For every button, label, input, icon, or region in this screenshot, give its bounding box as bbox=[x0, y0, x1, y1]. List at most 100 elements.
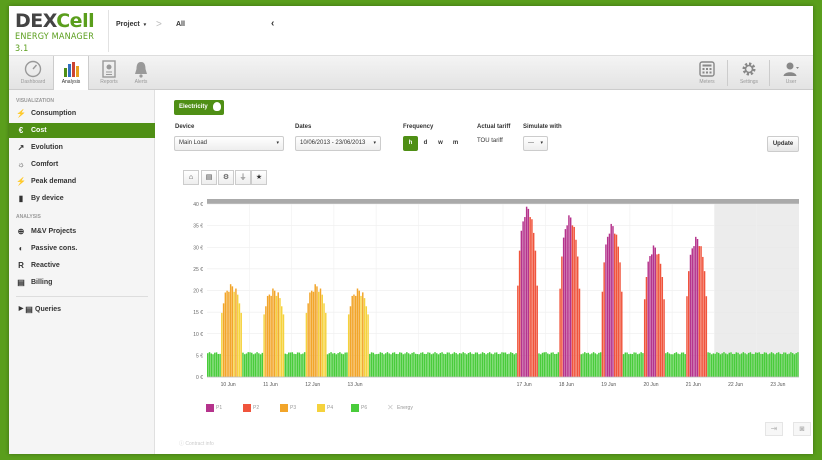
logo[interactable]: DEXCell ENERGY MANAGER 3.1 bbox=[15, 12, 110, 55]
sidebar-item-mv-projects[interactable]: ⊕ M&V Projects bbox=[9, 224, 155, 239]
reports-button[interactable]: Reports bbox=[91, 59, 127, 87]
cost-bar bbox=[598, 352, 600, 377]
meters-button[interactable]: Meters bbox=[689, 59, 725, 87]
cost-bar bbox=[680, 352, 683, 377]
cost-bar bbox=[788, 353, 790, 377]
cost-bar bbox=[379, 352, 382, 377]
settings-button[interactable]: Settings bbox=[731, 59, 767, 87]
cost-bar bbox=[564, 229, 567, 377]
y-tick-label: 15 € bbox=[193, 310, 203, 316]
update-button[interactable]: Update bbox=[767, 136, 799, 152]
cost-bar bbox=[339, 352, 341, 377]
cost-bar bbox=[344, 352, 346, 377]
cost-bar bbox=[659, 263, 662, 377]
legend-p3[interactable]: P3 bbox=[280, 404, 296, 412]
sidebar-item-peak-demand[interactable]: ⚡ Peak demand bbox=[9, 174, 155, 189]
cost-bar bbox=[622, 354, 625, 377]
cost-bar bbox=[673, 353, 676, 377]
cost-bar bbox=[606, 236, 609, 377]
cost-bar bbox=[291, 352, 294, 377]
back-icon[interactable]: ‹ bbox=[271, 18, 275, 29]
cost-bar bbox=[695, 236, 697, 377]
cost-bar bbox=[587, 352, 590, 377]
y-tick-label: 20 € bbox=[193, 289, 203, 295]
cost-bar bbox=[601, 291, 604, 377]
sidebar-item-reactive[interactable]: R Reactive bbox=[9, 258, 155, 273]
device-bars-icon: ▮ bbox=[18, 194, 24, 203]
simulate-select[interactable]: --- ▾ bbox=[523, 136, 548, 151]
settings-label: Settings bbox=[739, 79, 759, 85]
electricity-button[interactable]: Electricity bbox=[174, 100, 224, 115]
cost-bar bbox=[793, 354, 796, 377]
section-analysis: ANALYSIS bbox=[16, 214, 41, 220]
cost-bar bbox=[462, 352, 464, 377]
device-select[interactable]: Main Load ▾ bbox=[174, 136, 284, 151]
cost-bar bbox=[310, 290, 313, 377]
cost-bar bbox=[411, 352, 413, 377]
sidebar-item-evolution[interactable]: ↗ Evolution bbox=[9, 140, 155, 155]
bar-chart-icon bbox=[64, 62, 79, 77]
project-selector[interactable]: Project ▾ bbox=[116, 21, 147, 28]
analysis-button[interactable]: Analysis bbox=[53, 56, 89, 90]
dashboard-button[interactable]: Dashboard bbox=[15, 59, 51, 87]
cost-bar bbox=[712, 353, 715, 377]
cost-bar bbox=[663, 299, 665, 377]
star-icon[interactable]: ★ bbox=[251, 170, 267, 185]
legend-p6[interactable]: P6 bbox=[351, 404, 367, 412]
alerts-button[interactable]: Alerts bbox=[123, 59, 159, 87]
cost-bar bbox=[457, 354, 459, 377]
x-tick-label: 12 Jun bbox=[305, 382, 320, 388]
cost-bar bbox=[679, 354, 681, 377]
legend-p2[interactable]: P2 bbox=[243, 404, 259, 412]
sidebar-item-passive-cons[interactable]: ◐ Passive cons. bbox=[9, 241, 155, 256]
user-button[interactable]: User bbox=[773, 59, 809, 87]
export-icon[interactable]: ⇥ bbox=[765, 422, 783, 436]
cost-bar bbox=[751, 353, 753, 377]
contract-info-link[interactable]: ⓘ Contract info bbox=[179, 441, 214, 447]
sidebar-item-by-device[interactable]: ▮ By device bbox=[9, 191, 155, 206]
cost-bar bbox=[654, 247, 656, 377]
cost-bar bbox=[753, 354, 755, 377]
camera-icon[interactable]: ◙ bbox=[793, 422, 811, 436]
breadcrumb-all[interactable]: All bbox=[176, 21, 185, 28]
cost-bar bbox=[552, 352, 554, 377]
frequency-week[interactable]: w bbox=[433, 136, 448, 151]
cost-bar bbox=[427, 352, 429, 377]
legend-energy[interactable]: ✕ Energy bbox=[387, 403, 413, 412]
x-tick-label: 13 Jun bbox=[347, 382, 362, 388]
sidebar-item-cost[interactable]: € Cost bbox=[9, 123, 155, 138]
cost-bar bbox=[370, 352, 373, 377]
sidebar-item-queries[interactable]: ▶ ▤ Queries bbox=[9, 302, 155, 317]
cost-bar bbox=[492, 354, 494, 377]
frequency-hour[interactable]: h bbox=[403, 136, 418, 151]
cost-bar bbox=[451, 353, 454, 377]
users-icon[interactable]: ⚙ bbox=[218, 170, 234, 185]
cost-bar bbox=[397, 353, 399, 377]
frequency-day[interactable]: d bbox=[418, 136, 433, 151]
building-icon[interactable]: ⌂ bbox=[183, 170, 199, 185]
bulb-icon bbox=[212, 102, 221, 111]
cost-bar bbox=[733, 353, 736, 377]
cost-bar bbox=[665, 353, 667, 377]
cost-bar bbox=[520, 230, 523, 377]
sidebar-item-consumption[interactable]: ⚡ Consumption bbox=[9, 106, 155, 121]
devices-icon[interactable]: ▤ bbox=[201, 170, 217, 185]
dates-picker[interactable]: 10/06/2013 - 23/06/2013 ▾ bbox=[295, 136, 381, 151]
sidebar-item-billing[interactable]: ▤ Billing bbox=[9, 275, 155, 290]
sidebar-item-comfort[interactable]: ☼ Comfort bbox=[9, 157, 155, 172]
cost-bar bbox=[763, 352, 766, 377]
cost-bar bbox=[612, 226, 614, 377]
cost-bar bbox=[511, 352, 514, 377]
legend-p1[interactable]: P1 bbox=[206, 404, 222, 412]
close-icon: ✕ bbox=[387, 403, 395, 412]
cost-bar bbox=[284, 353, 286, 377]
legend-p4[interactable]: P4 bbox=[317, 404, 333, 412]
cost-bar bbox=[494, 352, 496, 377]
x-tick-label: 19 Jun bbox=[601, 382, 616, 388]
cost-bar bbox=[732, 353, 734, 377]
cost-bar bbox=[582, 353, 584, 377]
x-tick-label: 23 Jun bbox=[770, 382, 785, 388]
chevron-down-icon: ▾ bbox=[540, 140, 543, 146]
frequency-month[interactable]: m bbox=[448, 136, 463, 151]
plug-icon[interactable]: ⏚ bbox=[235, 170, 251, 185]
